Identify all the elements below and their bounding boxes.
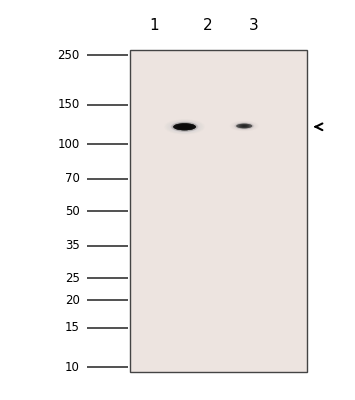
Ellipse shape bbox=[173, 123, 196, 130]
Ellipse shape bbox=[170, 121, 199, 132]
Ellipse shape bbox=[173, 123, 196, 130]
Ellipse shape bbox=[173, 123, 196, 130]
Text: 15: 15 bbox=[65, 321, 80, 334]
Ellipse shape bbox=[169, 121, 200, 132]
Ellipse shape bbox=[180, 125, 189, 128]
Text: 100: 100 bbox=[58, 138, 80, 150]
Ellipse shape bbox=[166, 120, 203, 134]
Ellipse shape bbox=[173, 122, 197, 131]
Text: 250: 250 bbox=[58, 49, 80, 62]
Ellipse shape bbox=[173, 123, 196, 130]
Ellipse shape bbox=[173, 123, 196, 130]
Ellipse shape bbox=[176, 124, 193, 130]
Ellipse shape bbox=[184, 126, 185, 127]
Text: 25: 25 bbox=[65, 272, 80, 285]
Ellipse shape bbox=[173, 123, 196, 130]
Ellipse shape bbox=[176, 124, 193, 130]
Ellipse shape bbox=[242, 125, 246, 127]
Ellipse shape bbox=[236, 123, 252, 129]
Text: 50: 50 bbox=[65, 205, 80, 218]
Ellipse shape bbox=[175, 123, 195, 130]
Ellipse shape bbox=[165, 120, 204, 134]
Ellipse shape bbox=[169, 121, 200, 133]
Ellipse shape bbox=[171, 122, 198, 132]
Ellipse shape bbox=[236, 123, 252, 129]
Ellipse shape bbox=[235, 122, 254, 130]
Ellipse shape bbox=[237, 123, 251, 129]
Text: 150: 150 bbox=[58, 98, 80, 111]
Ellipse shape bbox=[236, 124, 252, 128]
Ellipse shape bbox=[235, 123, 253, 129]
Ellipse shape bbox=[178, 124, 191, 129]
Ellipse shape bbox=[179, 125, 190, 129]
Ellipse shape bbox=[167, 120, 202, 133]
Ellipse shape bbox=[240, 124, 248, 128]
Ellipse shape bbox=[239, 124, 249, 128]
Ellipse shape bbox=[177, 124, 192, 130]
Ellipse shape bbox=[235, 123, 253, 129]
Ellipse shape bbox=[166, 120, 203, 134]
Ellipse shape bbox=[236, 124, 252, 128]
Ellipse shape bbox=[241, 125, 248, 127]
Bar bbox=[130, 50, 307, 372]
Ellipse shape bbox=[173, 123, 196, 130]
Ellipse shape bbox=[183, 126, 186, 128]
Text: 70: 70 bbox=[65, 172, 80, 185]
Ellipse shape bbox=[165, 120, 204, 134]
Text: 3: 3 bbox=[249, 18, 259, 34]
Ellipse shape bbox=[236, 124, 252, 128]
Ellipse shape bbox=[168, 120, 202, 133]
Ellipse shape bbox=[181, 126, 188, 128]
Ellipse shape bbox=[239, 124, 250, 128]
Text: 2: 2 bbox=[203, 18, 213, 34]
Ellipse shape bbox=[173, 123, 196, 130]
Ellipse shape bbox=[168, 121, 201, 133]
Text: 1: 1 bbox=[149, 18, 159, 34]
Ellipse shape bbox=[173, 123, 196, 130]
Ellipse shape bbox=[173, 122, 196, 131]
Text: 10: 10 bbox=[65, 361, 80, 374]
Ellipse shape bbox=[182, 126, 187, 128]
Ellipse shape bbox=[236, 124, 252, 128]
Ellipse shape bbox=[172, 122, 197, 132]
Ellipse shape bbox=[175, 123, 194, 130]
Ellipse shape bbox=[178, 124, 192, 130]
Ellipse shape bbox=[240, 125, 248, 127]
Ellipse shape bbox=[173, 123, 196, 130]
Ellipse shape bbox=[234, 122, 255, 130]
Ellipse shape bbox=[173, 123, 196, 130]
Ellipse shape bbox=[173, 123, 196, 130]
Ellipse shape bbox=[242, 125, 247, 127]
Text: 20: 20 bbox=[65, 294, 80, 306]
Ellipse shape bbox=[236, 124, 252, 128]
Ellipse shape bbox=[164, 119, 205, 134]
Ellipse shape bbox=[238, 124, 251, 128]
Ellipse shape bbox=[179, 125, 190, 129]
Ellipse shape bbox=[174, 123, 196, 131]
Ellipse shape bbox=[184, 126, 186, 127]
Ellipse shape bbox=[239, 124, 250, 128]
Ellipse shape bbox=[174, 123, 195, 131]
Ellipse shape bbox=[171, 122, 198, 132]
Ellipse shape bbox=[241, 125, 247, 127]
Ellipse shape bbox=[180, 125, 189, 128]
Ellipse shape bbox=[237, 124, 251, 128]
Text: 35: 35 bbox=[65, 239, 80, 252]
Ellipse shape bbox=[182, 126, 187, 128]
